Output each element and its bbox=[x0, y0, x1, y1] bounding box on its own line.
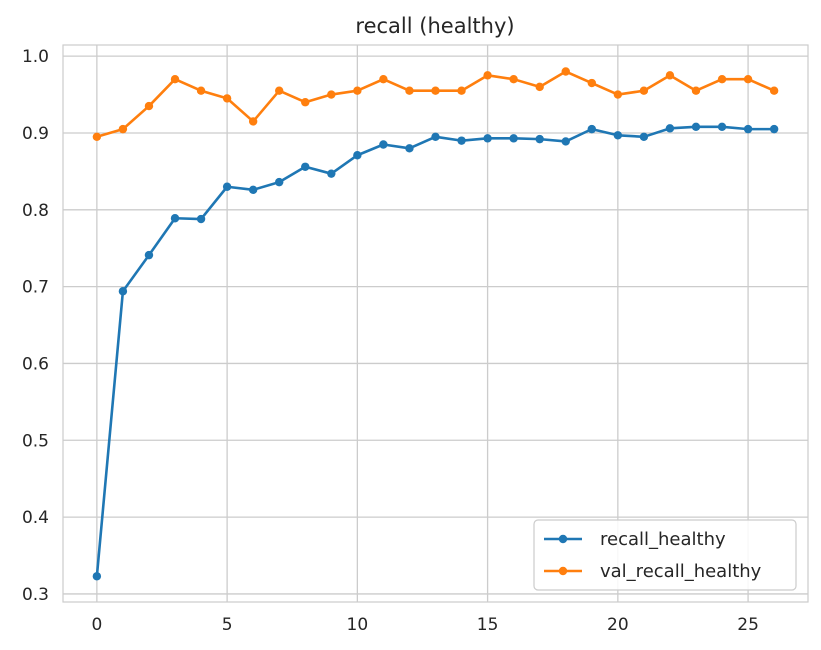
data-point bbox=[118, 124, 128, 134]
data-point bbox=[665, 124, 675, 133]
data-point bbox=[196, 86, 206, 95]
x-tick-label: 25 bbox=[737, 615, 759, 635]
y-tick-label: 0.6 bbox=[22, 354, 49, 374]
data-point bbox=[196, 214, 206, 224]
data-point bbox=[379, 140, 388, 149]
data-point bbox=[639, 86, 649, 95]
data-point bbox=[613, 131, 623, 140]
data-point bbox=[405, 144, 414, 153]
data-point bbox=[509, 74, 518, 84]
data-point bbox=[431, 86, 440, 95]
data-point bbox=[717, 122, 727, 132]
data-point bbox=[483, 71, 492, 80]
data-point bbox=[535, 82, 544, 92]
data-point bbox=[509, 134, 518, 143]
data-point bbox=[535, 134, 544, 144]
legend-box bbox=[533, 519, 797, 591]
series-val_recall_healthy bbox=[92, 67, 779, 142]
x-axis-ticks: 0 5 10 15 20 25 bbox=[91, 615, 758, 635]
data-point bbox=[379, 74, 388, 84]
data-point bbox=[144, 250, 154, 260]
data-point bbox=[691, 122, 701, 132]
data-point bbox=[691, 86, 701, 95]
y-tick-label: 0.3 bbox=[22, 585, 49, 605]
data-point bbox=[405, 86, 414, 95]
data-point bbox=[431, 132, 440, 142]
data-point bbox=[301, 98, 310, 107]
data-point bbox=[639, 132, 649, 142]
y-tick-label: 0.4 bbox=[22, 508, 49, 528]
data-point bbox=[92, 132, 102, 142]
data-point bbox=[353, 86, 362, 95]
data-point bbox=[587, 78, 596, 88]
y-tick-label: 0.7 bbox=[22, 278, 49, 298]
data-point bbox=[457, 86, 466, 95]
data-point bbox=[665, 71, 675, 80]
data-point bbox=[353, 151, 362, 160]
chart-title: recall (healthy) bbox=[355, 14, 514, 38]
data-point bbox=[769, 124, 779, 134]
data-point bbox=[275, 86, 284, 95]
legend-label: recall_healthy bbox=[600, 529, 726, 550]
x-tick-label: 20 bbox=[607, 615, 629, 635]
data-point bbox=[170, 74, 180, 84]
data-point bbox=[587, 124, 596, 134]
y-tick-label: 0.5 bbox=[22, 431, 49, 451]
data-point bbox=[301, 162, 310, 171]
data-point bbox=[613, 90, 623, 99]
legend-marker bbox=[558, 534, 568, 544]
x-tick-label: 5 bbox=[222, 615, 233, 635]
y-axis-ticks: 0.3 0.4 0.5 0.6 0.7 0.8 0.9 1.0 bbox=[22, 47, 49, 605]
x-tick-label: 10 bbox=[347, 615, 369, 635]
data-point bbox=[561, 67, 570, 76]
x-tick-label: 15 bbox=[477, 615, 499, 635]
data-point bbox=[118, 287, 128, 296]
data-point bbox=[327, 169, 336, 178]
data-point bbox=[717, 74, 727, 84]
data-point bbox=[769, 86, 779, 95]
data-point bbox=[222, 94, 232, 103]
legend: recall_healthy val_recall_healthy bbox=[533, 519, 797, 591]
grid-layer bbox=[63, 45, 808, 602]
y-tick-label: 1.0 bbox=[22, 47, 49, 67]
data-point bbox=[743, 124, 753, 134]
series-layer bbox=[92, 67, 779, 581]
legend-marker bbox=[558, 566, 568, 576]
data-point bbox=[248, 185, 258, 195]
y-tick-label: 0.8 bbox=[22, 201, 49, 221]
data-point bbox=[222, 182, 232, 191]
legend-label: val_recall_healthy bbox=[600, 561, 762, 582]
data-point bbox=[248, 117, 258, 126]
data-point bbox=[457, 136, 466, 145]
series-recall_healthy bbox=[92, 122, 779, 581]
legend-entry: val_recall_healthy bbox=[544, 561, 762, 582]
x-tick-label: 0 bbox=[91, 615, 102, 635]
data-point bbox=[743, 74, 753, 84]
data-point bbox=[327, 90, 336, 99]
legend-entry: recall_healthy bbox=[544, 529, 726, 550]
data-point bbox=[275, 177, 284, 187]
data-point bbox=[170, 214, 180, 223]
data-point bbox=[92, 572, 102, 581]
plot-frame bbox=[62, 44, 809, 603]
data-point bbox=[144, 101, 154, 111]
y-tick-label: 0.9 bbox=[22, 124, 49, 144]
data-point bbox=[483, 134, 492, 143]
data-point bbox=[561, 137, 570, 146]
